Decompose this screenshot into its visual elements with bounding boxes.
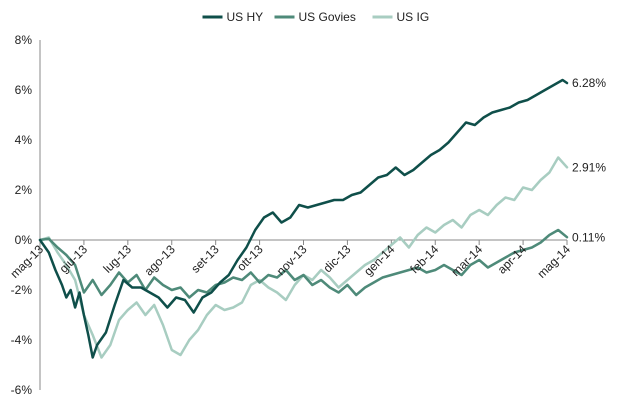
x-tick-label: lug-13	[100, 242, 134, 276]
x-tick-label: dic-13	[321, 242, 354, 275]
end-value-labels: 6.28% 0.11% 2.91%	[572, 76, 606, 244]
y-tick-label: 6%	[15, 83, 33, 97]
y-tick-label: 8%	[15, 33, 33, 47]
x-tick-label: nov-13	[274, 242, 310, 278]
y-tick-label: 4%	[15, 133, 33, 147]
x-tick-label: ott-13	[234, 242, 266, 274]
end-value-label: 0.11%	[572, 230, 605, 244]
y-tick-label: 0%	[15, 233, 33, 247]
y-axis-labels: 8% 6% 4% 2% 0% -2% -4% -6%	[11, 33, 33, 397]
x-tick-label: mag-14	[534, 242, 573, 281]
x-tick-label: mag-13	[7, 242, 46, 281]
y-tick-label: -4%	[11, 333, 33, 347]
x-tick-label: ago-13	[142, 242, 179, 279]
x-tick-label: set-13	[188, 242, 222, 276]
legend-label: US Govies	[299, 10, 356, 24]
x-tick-label: gen-14	[361, 242, 398, 279]
legend: US HY US Govies US IG	[202, 10, 430, 24]
legend-label: US IG	[397, 10, 430, 24]
y-tick-label: -6%	[11, 383, 33, 397]
y-tick-label: -2%	[11, 283, 33, 297]
series-lines	[38, 78, 569, 359]
y-tick-label: 2%	[15, 183, 33, 197]
end-value-label: 2.91%	[572, 160, 606, 174]
series-line-us-hy	[38, 78, 569, 359]
end-value-label: 6.28%	[572, 76, 606, 90]
legend-label: US HY	[227, 10, 264, 24]
